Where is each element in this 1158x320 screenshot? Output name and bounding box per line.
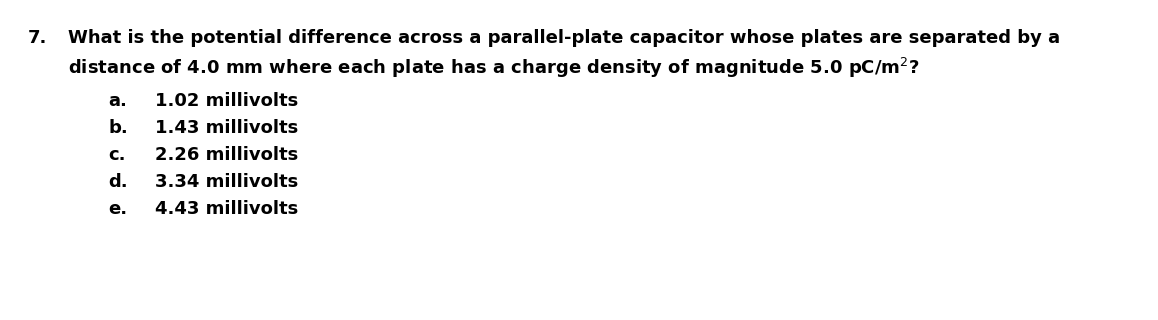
Text: 2.26 millivolts: 2.26 millivolts bbox=[155, 146, 299, 164]
Text: 1.43 millivolts: 1.43 millivolts bbox=[155, 119, 299, 137]
Text: b.: b. bbox=[108, 119, 127, 137]
Text: 3.34 millivolts: 3.34 millivolts bbox=[155, 173, 299, 191]
Text: c.: c. bbox=[108, 146, 125, 164]
Text: 1.02 millivolts: 1.02 millivolts bbox=[155, 92, 299, 110]
Text: a.: a. bbox=[108, 92, 127, 110]
Text: 4.43 millivolts: 4.43 millivolts bbox=[155, 200, 299, 218]
Text: d.: d. bbox=[108, 173, 127, 191]
Text: distance of 4.0 mm where each plate has a charge density of magnitude 5.0 pC/m$^: distance of 4.0 mm where each plate has … bbox=[68, 56, 919, 80]
Text: 7.: 7. bbox=[28, 29, 47, 47]
Text: e.: e. bbox=[108, 200, 127, 218]
Text: What is the potential difference across a parallel-plate capacitor whose plates : What is the potential difference across … bbox=[68, 29, 1060, 47]
